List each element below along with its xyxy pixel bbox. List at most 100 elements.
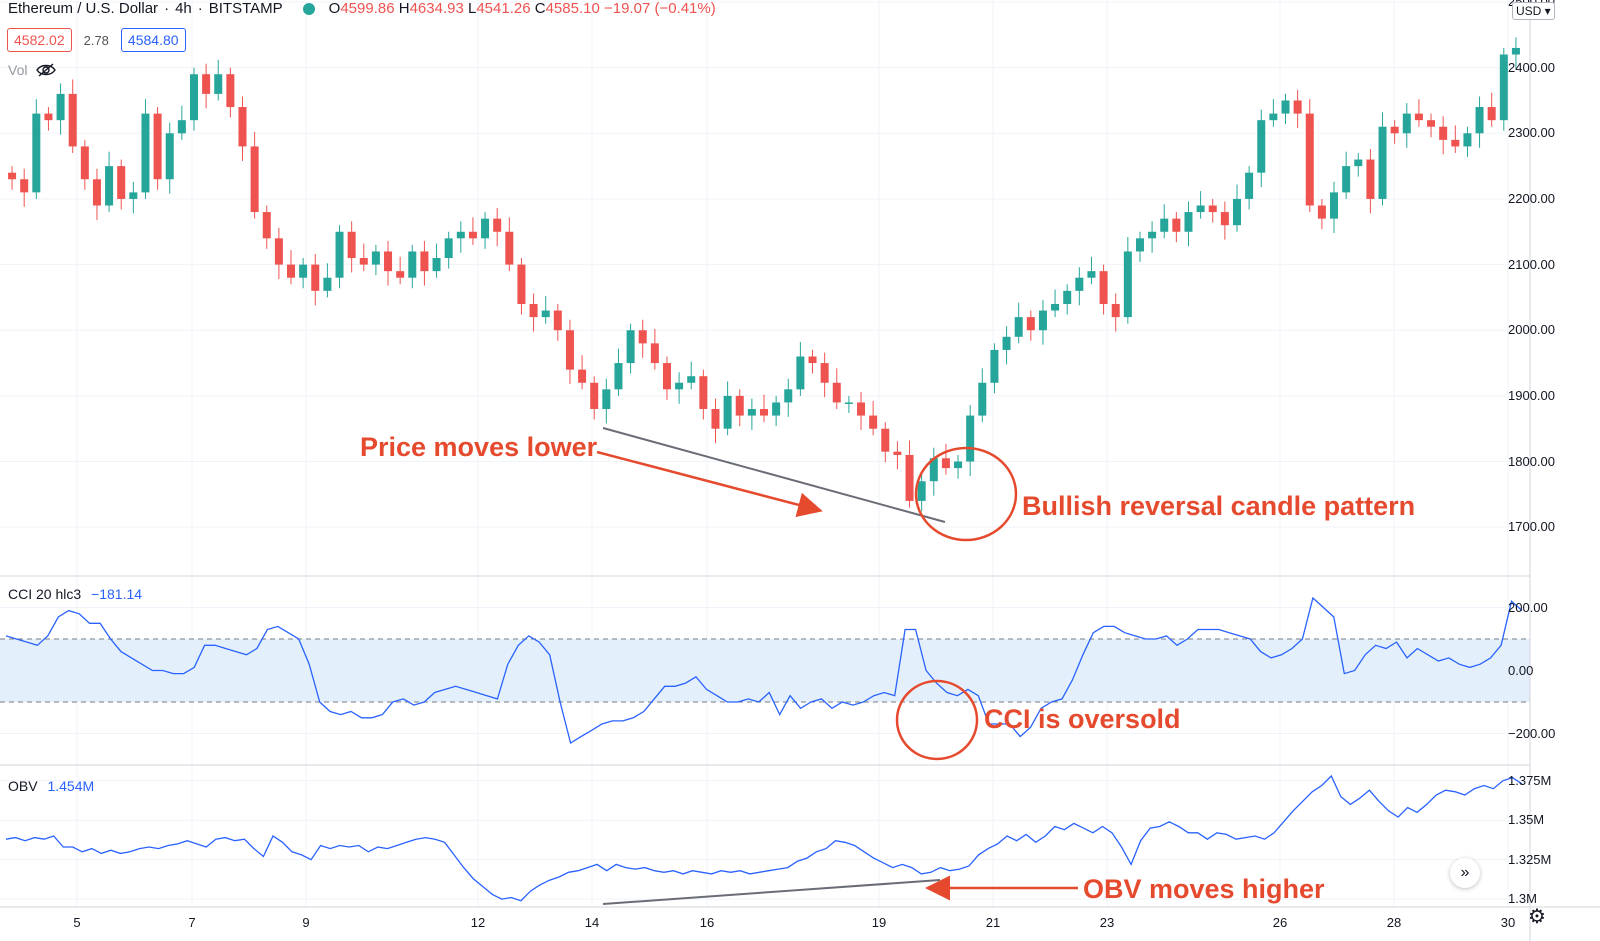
candle-body	[1293, 100, 1302, 114]
candle-body	[869, 415, 878, 429]
candle-body	[1414, 113, 1423, 121]
obv-legend: OBV 1.454M	[8, 778, 94, 794]
candle-body	[1063, 290, 1072, 304]
candle-body	[80, 146, 89, 180]
price-tick-label: 2400.00	[1508, 59, 1555, 75]
candle-body	[1499, 54, 1508, 121]
candle-body	[1281, 100, 1290, 114]
time-tick-label: 5	[73, 915, 81, 930]
obv-series	[5, 774, 1523, 902]
ask-price-button[interactable]: 4584.80	[120, 28, 186, 52]
price-trendline	[602, 427, 946, 523]
candle-body	[129, 192, 138, 199]
ohlc-values: O4599.86 H4634.93 L4541.26 C4585.10 −19.…	[328, 0, 716, 17]
candle-body	[371, 251, 380, 265]
obv-line	[5, 774, 1523, 902]
candle-body	[529, 303, 538, 318]
candlestick-series	[8, 37, 1520, 512]
scroll-to-realtime-button[interactable]: »	[1450, 858, 1480, 888]
chevron-down-icon: ▾	[1541, 4, 1551, 18]
candle-body	[990, 349, 999, 383]
time-tick-label: 16	[699, 915, 715, 930]
cci-title[interactable]: CCI 20 hlc3	[8, 586, 82, 602]
candle-body	[1208, 205, 1217, 213]
candle-body	[759, 409, 769, 416]
cci-legend: CCI 20 hlc3 −181.14	[8, 586, 142, 602]
price-tick-label: 1700.00	[1508, 519, 1555, 535]
candle-body	[165, 133, 174, 180]
candle-body	[141, 113, 150, 193]
candle-body	[1160, 218, 1169, 232]
eye-slash-icon[interactable]	[35, 62, 57, 78]
time-tick-label: 21	[985, 915, 1001, 930]
candle-body	[1123, 251, 1132, 318]
candle-body	[274, 238, 283, 265]
cci-oversold-overbought-band	[0, 639, 1530, 702]
annotation-obv-higher: OBV moves higher	[1083, 874, 1325, 904]
candle-body	[1220, 212, 1229, 226]
gear-icon[interactable]: ⚙	[1528, 906, 1546, 928]
close-value: 4585.10	[545, 0, 600, 17]
time-tick-label: 19	[871, 915, 887, 930]
cci-line	[5, 596, 1523, 745]
candle-body	[723, 395, 732, 429]
candle-body	[844, 402, 853, 404]
currency-selector[interactable]: USD ▾	[1512, 2, 1555, 20]
candle-body	[1099, 271, 1108, 304]
candle-body	[857, 402, 866, 416]
cci-circle	[895, 679, 979, 761]
price-tick-label: 2100.00	[1508, 256, 1555, 272]
time-tick-label: 14	[584, 915, 600, 930]
candle-body	[1172, 218, 1181, 232]
candle-body	[638, 330, 647, 344]
candle-body	[1257, 120, 1266, 173]
candle-body	[917, 481, 926, 501]
market-status-dot	[302, 2, 315, 15]
obv-tick-label: 1.325M	[1508, 851, 1552, 867]
candle-body	[711, 409, 720, 429]
candle-body	[408, 251, 417, 278]
symbol-name[interactable]: Ethereum / U.S. Dollar	[8, 0, 159, 17]
candle-body	[1002, 336, 1011, 350]
cci-current-value: −181.14	[91, 586, 143, 602]
candle-body	[1317, 205, 1326, 219]
candle-body	[1269, 113, 1278, 121]
candle-body	[1014, 317, 1023, 337]
candle-body	[384, 251, 393, 272]
candle-body	[92, 179, 101, 206]
bid-price-button[interactable]: 4582.02	[7, 28, 72, 52]
cci-tick-label: 0.00	[1508, 662, 1534, 678]
candle-body	[177, 120, 186, 134]
cci-tick-label: 200.00	[1508, 599, 1548, 615]
candle-body	[444, 238, 453, 259]
candle-body	[287, 264, 296, 278]
candle-body	[1463, 133, 1472, 147]
candle-body	[44, 113, 53, 121]
low-value: 4541.26	[476, 0, 531, 17]
bid-ask-row: 4582.02 2.78 4584.80	[7, 28, 186, 52]
candle-body	[796, 356, 805, 390]
interval[interactable]: 4h	[175, 0, 192, 17]
annotation-cci-oversold: CCI is oversold	[984, 704, 1181, 734]
candle-body	[202, 74, 211, 94]
price-tick-label: 2000.00	[1508, 322, 1555, 338]
candle-body	[481, 218, 490, 239]
candle-body	[1087, 271, 1096, 278]
candle-body	[662, 363, 671, 390]
candle-body	[505, 231, 514, 265]
candle-body	[20, 179, 29, 193]
candle-body	[105, 166, 114, 206]
price-tick-label: 2200.00	[1508, 190, 1555, 206]
candle-body	[214, 74, 223, 94]
time-tick-label: 28	[1386, 915, 1402, 930]
obv-title[interactable]: OBV	[8, 778, 38, 794]
change-value: −19.07 (−0.41%)	[603, 0, 716, 17]
candle-body	[1402, 113, 1411, 134]
candle-body	[32, 113, 41, 193]
candle-body	[565, 330, 574, 370]
candle-body	[117, 166, 126, 199]
candle-body	[299, 264, 308, 278]
candle-body	[1366, 159, 1375, 199]
candle-body	[1427, 120, 1436, 127]
